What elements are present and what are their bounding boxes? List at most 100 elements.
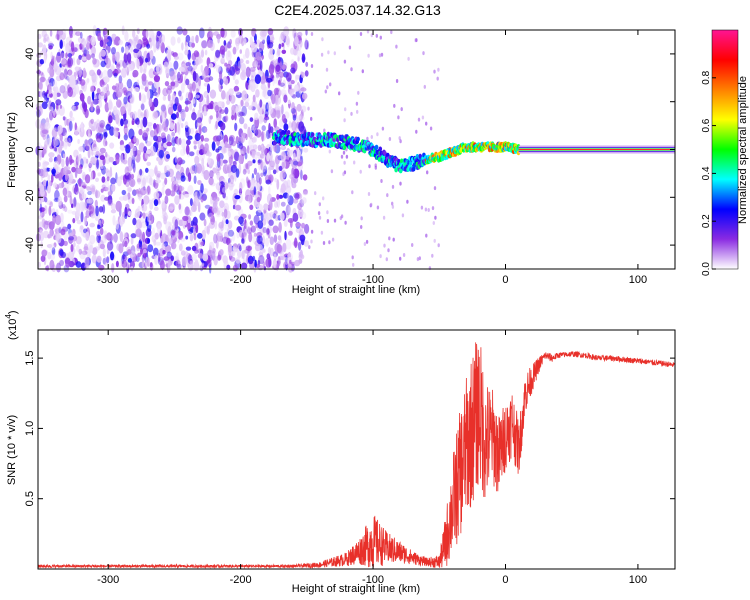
noise-blob: [79, 93, 85, 102]
noise-blob: [206, 83, 211, 94]
noise-blob: [209, 170, 214, 179]
noise-blob: [388, 236, 391, 241]
noise-blob: [326, 210, 329, 215]
noise-blob: [304, 223, 310, 234]
noise-blob: [127, 86, 133, 94]
noise-blob: [78, 153, 82, 162]
noise-blob: [134, 39, 141, 50]
noise-blob: [245, 176, 249, 184]
noise-blob: [304, 39, 310, 50]
noise-blob: [191, 253, 198, 261]
noise-blob: [281, 49, 287, 54]
noise-blob: [44, 205, 48, 215]
noise-blob: [73, 159, 79, 168]
noise-blob: [240, 132, 245, 144]
noise-blob: [184, 44, 189, 52]
noise-blob: [310, 116, 313, 121]
noise-blob: [91, 254, 97, 264]
noise-blob: [130, 173, 135, 179]
noise-blob: [112, 53, 116, 64]
noise-blob: [425, 233, 428, 238]
noise-blob: [57, 196, 62, 206]
noise-blob: [342, 150, 346, 155]
signal-blob: [326, 131, 331, 137]
noise-blob: [177, 230, 184, 240]
noise-blob: [171, 131, 176, 137]
noise-blob: [145, 29, 149, 39]
noise-blob: [225, 166, 232, 174]
noise-blob: [46, 200, 53, 206]
noise-blob: [203, 110, 208, 117]
noise-blob: [76, 58, 81, 66]
noise-blob: [159, 248, 165, 257]
noise-blob: [67, 56, 74, 67]
noise-blob: [67, 137, 72, 147]
noise-blob: [260, 131, 266, 142]
noise-blob: [177, 52, 184, 61]
noise-blob: [175, 259, 181, 268]
noise-blob: [39, 71, 43, 76]
noise-blob: [55, 108, 60, 116]
noise-blob: [60, 228, 66, 236]
noise-blob: [153, 75, 160, 83]
noise-blob: [110, 251, 115, 261]
noise-blob: [173, 183, 180, 193]
noise-blob: [96, 230, 101, 237]
noise-blob: [287, 149, 293, 157]
noise-blob: [288, 230, 293, 236]
noise-blob: [175, 179, 179, 187]
noise-blob: [124, 144, 131, 149]
noise-blob: [95, 105, 101, 115]
noise-blob: [204, 143, 209, 152]
noise-blob: [202, 253, 209, 262]
noise-blob: [72, 217, 76, 224]
noise-blob: [96, 159, 99, 170]
noise-blob: [70, 231, 75, 236]
noise-blob: [269, 211, 275, 218]
noise-blob: [216, 112, 222, 122]
noise-blob: [104, 86, 107, 93]
noise-blob: [59, 259, 64, 267]
y-tick-label: 0.5: [24, 491, 36, 506]
noise-blob: [248, 214, 252, 220]
noise-blob: [39, 122, 46, 130]
noise-blob: [153, 191, 160, 200]
noise-blob: [359, 169, 362, 174]
noise-blob: [420, 205, 424, 210]
noise-blob: [277, 256, 281, 267]
noise-blob: [164, 81, 170, 87]
noise-blob: [139, 217, 146, 224]
noise-blob: [166, 72, 169, 79]
noise-blob: [176, 111, 179, 119]
noise-blob: [100, 194, 106, 202]
noise-blob: [292, 212, 299, 222]
noise-blob: [67, 86, 73, 98]
noise-blob: [171, 242, 177, 250]
noise-blob: [129, 93, 135, 105]
noise-blob: [138, 194, 143, 202]
noise-blob: [254, 60, 258, 68]
noise-blob: [236, 104, 242, 112]
noise-blob: [380, 52, 384, 57]
noise-blob: [151, 40, 158, 48]
noise-blob: [43, 144, 48, 155]
noise-blob: [102, 257, 107, 265]
noise-blob: [299, 249, 303, 259]
noise-blob: [170, 134, 173, 143]
noise-blob: [106, 241, 114, 251]
noise-blob: [228, 136, 234, 146]
noise-blob: [184, 121, 189, 129]
noise-blob: [246, 145, 250, 154]
noise-blob: [225, 256, 228, 266]
noise-blob: [152, 227, 155, 237]
noise-blob: [273, 118, 278, 128]
noise-blob: [142, 253, 147, 259]
noise-blob: [110, 177, 116, 185]
noise-blob: [177, 104, 182, 113]
noise-blob: [184, 100, 191, 105]
noise-blob: [112, 91, 117, 100]
noise-blob: [256, 235, 263, 245]
noise-blob: [266, 228, 269, 236]
noise-blob: [148, 37, 152, 43]
noise-blob: [166, 133, 171, 143]
